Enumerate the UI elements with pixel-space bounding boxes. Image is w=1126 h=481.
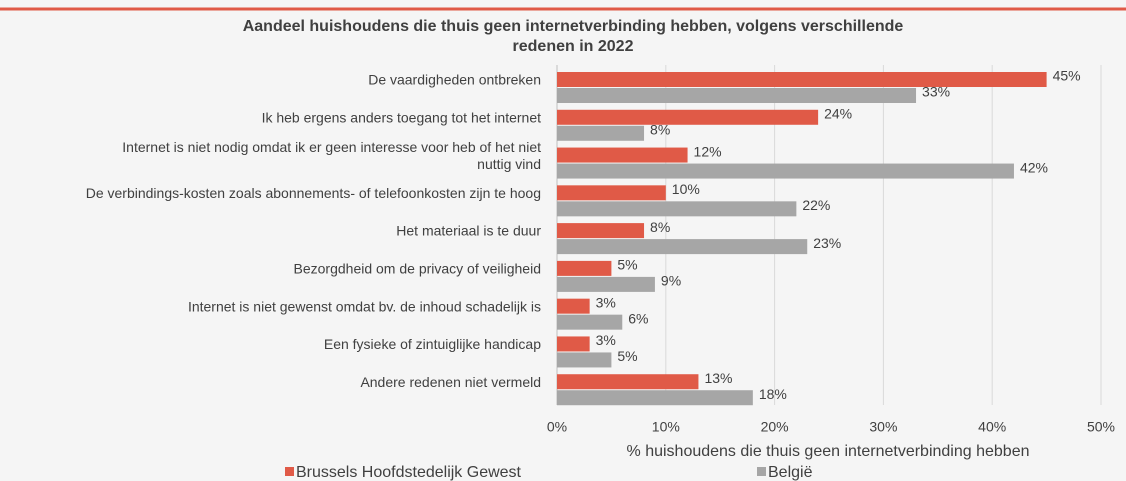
bar — [557, 352, 612, 368]
x-tick-label: 40% — [978, 419, 1006, 435]
value-label: 12% — [694, 143, 722, 159]
legend-swatch — [285, 467, 294, 476]
bar — [557, 239, 808, 255]
bar — [557, 223, 645, 239]
value-label: 8% — [650, 121, 670, 137]
category-label: Het materiaal is te duur — [396, 223, 541, 239]
bar — [557, 336, 590, 352]
bar — [557, 72, 1047, 87]
bar — [557, 147, 688, 163]
x-tick-label: 0% — [547, 419, 567, 435]
bar — [557, 125, 645, 141]
x-tick-label: 20% — [761, 419, 789, 435]
value-label: 33% — [922, 84, 950, 100]
bar — [557, 260, 612, 276]
x-tick-label: 50% — [1087, 419, 1115, 435]
bar — [557, 374, 699, 390]
value-label: 3% — [596, 332, 616, 348]
value-label: 9% — [661, 273, 681, 289]
category-label: Andere redenen niet vermeld — [360, 374, 541, 390]
x-axis-title: % huishoudens die thuis geen internetver… — [627, 443, 1030, 460]
legend-swatch — [757, 467, 766, 476]
top-strip — [0, 0, 1126, 8]
category-label: Bezorgdheid om de privacy of veiligheid — [294, 260, 541, 276]
value-label: 42% — [1020, 159, 1048, 175]
category-label: Internet is niet nodig omdat ik er geen … — [122, 139, 541, 172]
category-label: De verbindings-kosten zoals abonnements-… — [86, 185, 541, 201]
bar — [557, 314, 623, 330]
value-label: 6% — [628, 310, 648, 326]
bar — [557, 109, 819, 125]
bar — [557, 201, 797, 217]
value-label: 5% — [617, 257, 637, 273]
category-label: De vaardigheden ontbreken — [368, 72, 541, 88]
value-label: 8% — [650, 219, 670, 235]
bar — [557, 276, 655, 292]
value-label: 5% — [617, 348, 637, 364]
chart-title: Aandeel huishoudens die thuis geen inter… — [243, 18, 904, 55]
x-tick-label: 10% — [652, 419, 680, 435]
value-label: 22% — [802, 197, 830, 213]
bar — [557, 390, 753, 406]
legend-label: België — [768, 464, 813, 481]
category-label: Een fysieke of zintuiglijke handicap — [324, 336, 541, 352]
value-label: 13% — [704, 370, 732, 386]
category-label: Internet is niet gewenst omdat bv. de in… — [188, 298, 541, 314]
value-label: 10% — [672, 181, 700, 197]
x-tick-label: 30% — [869, 419, 897, 435]
value-label: 45% — [1053, 68, 1081, 84]
value-label: 24% — [824, 105, 852, 121]
value-label: 23% — [813, 235, 841, 251]
bar — [557, 163, 1014, 179]
bar — [557, 88, 917, 103]
bar — [557, 298, 590, 314]
bar — [557, 185, 666, 201]
value-label: 3% — [596, 294, 616, 310]
legend-label: Brussels Hoofdstedelijk Gewest — [296, 464, 522, 481]
value-label: 18% — [759, 386, 787, 402]
category-label: Ik heb ergens anders toegang tot het int… — [262, 109, 542, 125]
